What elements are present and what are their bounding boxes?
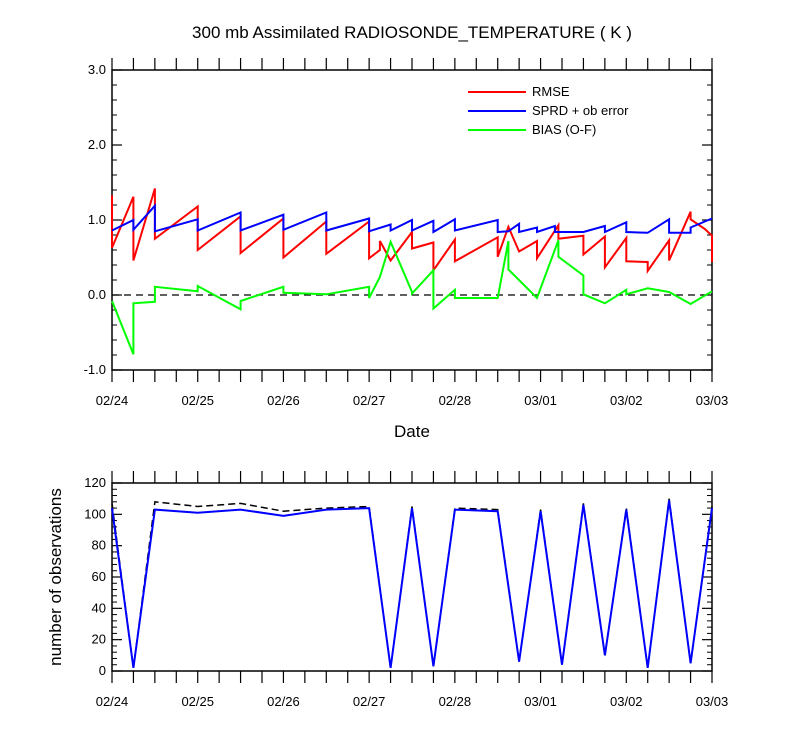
bottom-y-tick-label: 20 — [92, 632, 106, 647]
bottom-x-tick-label: 03/02 — [610, 694, 643, 709]
top-x-tick-label: 03/01 — [524, 393, 557, 408]
bottom-x-tick-label: 03/01 — [524, 694, 557, 709]
legend: RMSE SPRD + ob error BIAS (O-F) — [468, 84, 629, 137]
bottom-y-tick-label: 80 — [92, 538, 106, 553]
top-chart: 300 mb Assimilated RADIOSONDE_TEMPERATUR… — [84, 23, 729, 441]
bottom-series-line-possible — [111, 498, 713, 668]
top-x-tick-label: 02/25 — [181, 393, 214, 408]
top-x-tick-label: 02/26 — [267, 393, 300, 408]
top-x-tick-label: 02/24 — [96, 393, 129, 408]
bottom-x-tick-label: 02/28 — [439, 694, 472, 709]
legend-label-bias: BIAS (O-F) — [532, 122, 596, 137]
bottom-x-tick-label: 02/26 — [267, 694, 300, 709]
bottom-plot-area: 0 20 40 60 80 100 120 02/24 02/25 02/26 02/27 02/28… — [84, 471, 728, 709]
bottom-y-tick-label: 100 — [84, 506, 106, 521]
bottom-series-line-assimilated — [111, 500, 713, 669]
bottom-y-tick-label: 60 — [92, 569, 106, 584]
top-series-line-rmse — [111, 188, 713, 275]
top-x-tick-label: 02/28 — [439, 393, 472, 408]
top-plot-area: -1.0 0.0 1.0 2.0 3.0 02/24 02/25 02/26 02/27 02/2… — [84, 58, 729, 408]
legend-label-sprd: SPRD + ob error — [532, 103, 629, 118]
top-series-line-bias-o-f — [111, 238, 713, 355]
top-x-tick-label: 03/03 — [696, 393, 729, 408]
bottom-x-tick-label: 02/27 — [353, 694, 386, 709]
bottom-y-tick-label: 120 — [84, 475, 106, 490]
bottom-x-tick-label: 02/24 — [96, 694, 129, 709]
top-x-tick-label: 03/02 — [610, 393, 643, 408]
top-y-tick-label: 1.0 — [88, 212, 106, 227]
legend-label-rmse: RMSE — [532, 84, 570, 99]
bottom-y-tick-label: 0 — [99, 663, 106, 678]
bottom-x-tick-label: 03/03 — [696, 694, 729, 709]
top-x-tick-label: 02/27 — [353, 393, 386, 408]
top-series-line-sprd-ob-error — [111, 203, 713, 234]
bottom-chart: 0 20 40 60 80 100 120 02/24 02/25 02/26 02/27 02/28… — [46, 471, 728, 709]
top-y-tick-label: -1.0 — [84, 362, 106, 377]
y-axis-label: number of observations — [46, 488, 65, 666]
chart-title: 300 mb Assimilated RADIOSONDE_TEMPERATUR… — [192, 23, 632, 42]
top-y-tick-label: 3.0 — [88, 62, 106, 77]
x-axis-label: Date — [394, 422, 430, 441]
bottom-x-tick-label: 02/25 — [181, 694, 214, 709]
top-y-tick-label: 0.0 — [88, 287, 106, 302]
top-y-tick-label: 2.0 — [88, 137, 106, 152]
bottom-y-tick-label: 40 — [92, 600, 106, 615]
